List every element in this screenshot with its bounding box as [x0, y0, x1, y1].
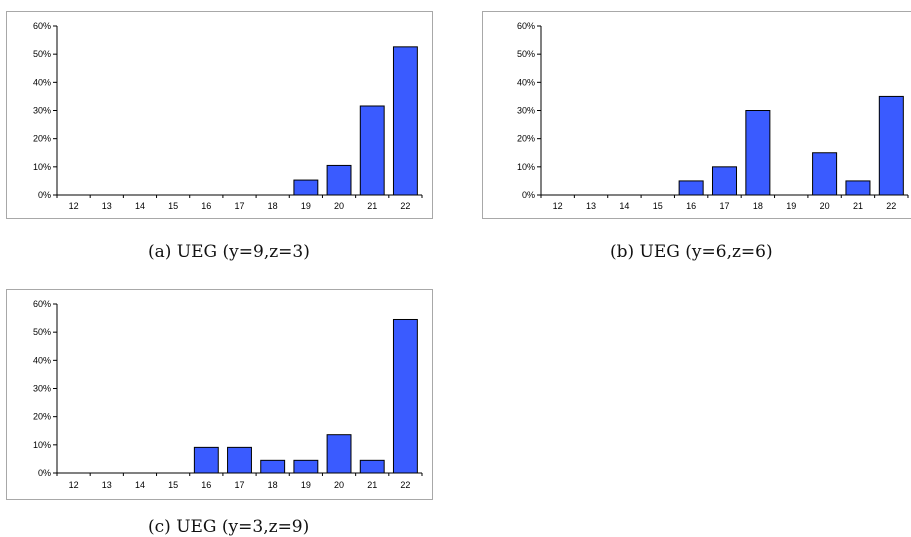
bar	[326, 434, 352, 474]
y-tick-label: 0%	[38, 468, 51, 478]
y-tick-label: 30%	[517, 106, 535, 116]
y-tick-label: 40%	[517, 77, 535, 87]
x-tick-label: 18	[753, 201, 763, 211]
bar	[193, 446, 219, 474]
y-tick-label: 50%	[33, 327, 51, 337]
bar	[293, 459, 319, 474]
x-tick-label: 16	[201, 201, 211, 211]
chart-b-frame: 0% 10% 20% 30% 40% 50% 60% 12 13 14 15 16 17 18 19 20 21…	[482, 11, 911, 219]
bar	[392, 318, 418, 474]
x-tick-label: 13	[586, 201, 596, 211]
x-tick-label: 17	[234, 480, 244, 490]
bar	[260, 459, 286, 474]
x-tick-label: 14	[619, 201, 629, 211]
x-tick-label: 14	[135, 480, 145, 490]
x-tick-label: 15	[653, 201, 663, 211]
bar	[745, 110, 771, 196]
y-tick-label: 60%	[517, 21, 535, 31]
x-tick-label: 17	[234, 201, 244, 211]
x-tick-label: 19	[786, 201, 796, 211]
bar	[392, 46, 418, 196]
y-tick-label: 20%	[33, 134, 51, 144]
x-tick-label: 12	[69, 480, 79, 490]
x-tick-label: 12	[553, 201, 563, 211]
bar	[326, 164, 352, 196]
chart-b: 0% 10% 20% 30% 40% 50% 60% 12 13 14 15 16 17 18 19 20 21…	[517, 21, 909, 211]
x-tick-label: 19	[301, 201, 311, 211]
y-tick-label: 50%	[517, 49, 535, 59]
bar	[878, 95, 904, 196]
chart-b-caption: (b) UEG (y=6,z=6)	[610, 242, 773, 262]
chart-a: 0% 10% 20% 30% 40% 50% 60% 12 13 14 15 16 17 18 19 20 21…	[33, 21, 423, 211]
x-tick-label: 13	[102, 201, 112, 211]
x-tick-label: 22	[400, 480, 410, 490]
y-tick-label: 20%	[33, 412, 51, 422]
x-tick-label: 19	[301, 480, 311, 490]
y-tick-label: 0%	[38, 190, 51, 200]
y-tick-label: 40%	[33, 77, 51, 87]
y-tick-label: 0%	[522, 190, 535, 200]
chart-a-frame: 0% 10% 20% 30% 40% 50% 60% 12 13 14 15 16 17 18 19 20 21…	[6, 11, 433, 219]
x-tick-label: 21	[367, 201, 377, 211]
bar	[812, 152, 838, 196]
x-tick-label: 16	[201, 480, 211, 490]
chart-c-frame: 0% 10% 20% 30% 40% 50% 60% 12 13 14 15 16 17 18 19 20 21…	[6, 289, 433, 500]
y-tick-label: 50%	[33, 49, 51, 59]
x-tick-label: 14	[135, 201, 145, 211]
x-tick-label: 20	[820, 201, 830, 211]
x-tick-label: 17	[719, 201, 729, 211]
x-tick-label: 21	[853, 201, 863, 211]
chart-c-caption: (c) UEG (y=3,z=9)	[148, 517, 310, 537]
x-tick-label: 22	[886, 201, 896, 211]
bar	[359, 105, 385, 196]
bar	[359, 459, 385, 474]
x-tick-label: 15	[168, 480, 178, 490]
x-tick-label: 18	[268, 480, 278, 490]
bar	[293, 179, 319, 196]
x-tick-label: 16	[686, 201, 696, 211]
y-tick-label: 10%	[33, 440, 51, 450]
x-tick-label: 18	[268, 201, 278, 211]
bar	[227, 446, 252, 474]
y-tick-label: 60%	[33, 299, 51, 309]
x-tick-label: 20	[334, 201, 344, 211]
chart-a-caption: (a) UEG (y=9,z=3)	[148, 242, 310, 262]
bar	[711, 166, 738, 196]
x-tick-label: 21	[367, 480, 377, 490]
bar	[678, 180, 704, 196]
x-tick-label: 15	[168, 201, 178, 211]
x-tick-label: 12	[69, 201, 79, 211]
x-tick-label: 22	[400, 201, 410, 211]
y-tick-label: 60%	[33, 21, 51, 31]
y-tick-label: 30%	[33, 106, 51, 116]
bar	[845, 180, 871, 196]
y-tick-label: 10%	[33, 162, 51, 172]
y-tick-label: 10%	[517, 162, 535, 172]
x-tick-label: 20	[334, 480, 344, 490]
x-tick-label: 13	[102, 480, 112, 490]
y-tick-label: 30%	[33, 384, 51, 394]
chart-c: 0% 10% 20% 30% 40% 50% 60% 12 13 14 15 16 17 18 19 20 21…	[33, 299, 423, 490]
y-tick-label: 20%	[517, 134, 535, 144]
y-tick-label: 40%	[33, 355, 51, 365]
